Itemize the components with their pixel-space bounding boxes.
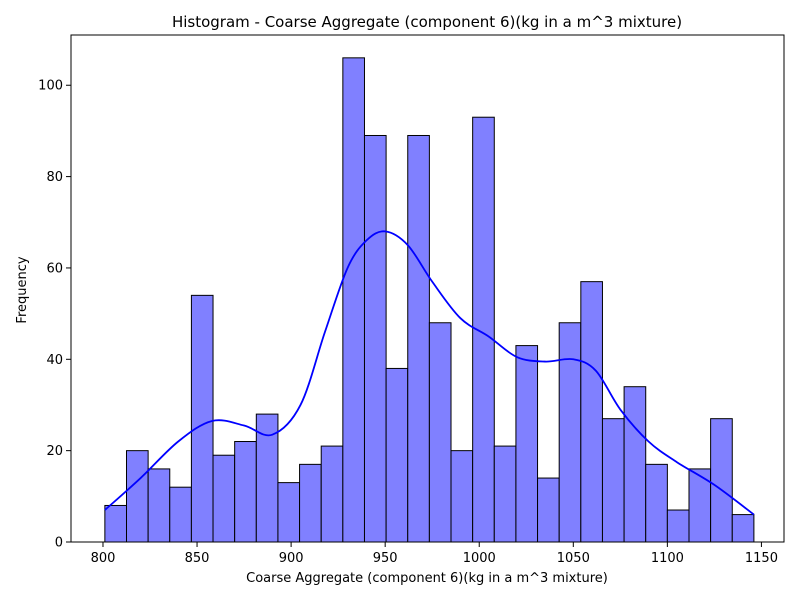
x-tick-label: 1100 xyxy=(651,551,684,566)
histogram-bar xyxy=(558,322,582,543)
kde-curve xyxy=(104,230,755,516)
x-tick-label: 1000 xyxy=(463,551,496,566)
histogram-bar xyxy=(125,450,149,543)
x-tick-label: 1150 xyxy=(745,551,778,566)
y-tick-label: 0 xyxy=(55,536,63,551)
x-axis-label: Coarse Aggregate (component 6)(kg in a m… xyxy=(246,571,608,586)
histogram-bar xyxy=(515,345,539,543)
x-tick-label: 800 xyxy=(91,551,116,566)
histogram-bar xyxy=(537,477,560,543)
y-tick-label: 60 xyxy=(46,261,63,276)
x-axis-ticks: 800 850 900 950 1000 1050 1100 1150 xyxy=(91,542,778,566)
plot-frame xyxy=(70,34,785,543)
histogram-bar xyxy=(169,486,192,543)
y-axis-label: Frequency xyxy=(15,256,30,323)
histogram-bar xyxy=(666,509,690,543)
chart-title: Histogram - Coarse Aggregate (component … xyxy=(172,13,682,31)
x-tick-label: 1050 xyxy=(557,551,590,566)
x-tick-label: 850 xyxy=(185,551,210,566)
histogram-bar xyxy=(407,134,430,543)
bar-group xyxy=(104,57,755,543)
histogram-bar xyxy=(363,134,387,543)
histogram-bar xyxy=(277,482,301,543)
histogram-bar xyxy=(234,441,257,543)
histogram-bar xyxy=(731,514,755,543)
y-tick-label: 40 xyxy=(46,353,63,368)
histogram-bar xyxy=(212,454,236,543)
x-tick-label: 950 xyxy=(373,551,398,566)
histogram-bar xyxy=(147,468,171,543)
y-axis-ticks: 0 20 40 60 80 100 xyxy=(38,79,71,551)
x-tick-label: 900 xyxy=(279,551,304,566)
histogram-bar xyxy=(104,504,127,543)
histogram-bar xyxy=(428,322,452,543)
y-tick-label: 80 xyxy=(46,170,63,185)
histogram-bar xyxy=(299,463,322,543)
histogram-bar xyxy=(710,418,733,543)
histogram-bar xyxy=(190,294,214,543)
histogram-bar xyxy=(450,450,474,543)
histogram-bar xyxy=(623,386,647,543)
histogram-bar xyxy=(493,445,517,543)
histogram-bar xyxy=(342,57,365,543)
histogram-bar xyxy=(601,418,625,543)
histogram-bar xyxy=(385,367,409,543)
histogram-bar xyxy=(320,445,344,543)
y-tick-label: 20 xyxy=(46,444,63,459)
y-tick-label: 100 xyxy=(38,79,63,94)
histogram-bar xyxy=(580,281,603,543)
histogram-bar xyxy=(645,463,668,543)
